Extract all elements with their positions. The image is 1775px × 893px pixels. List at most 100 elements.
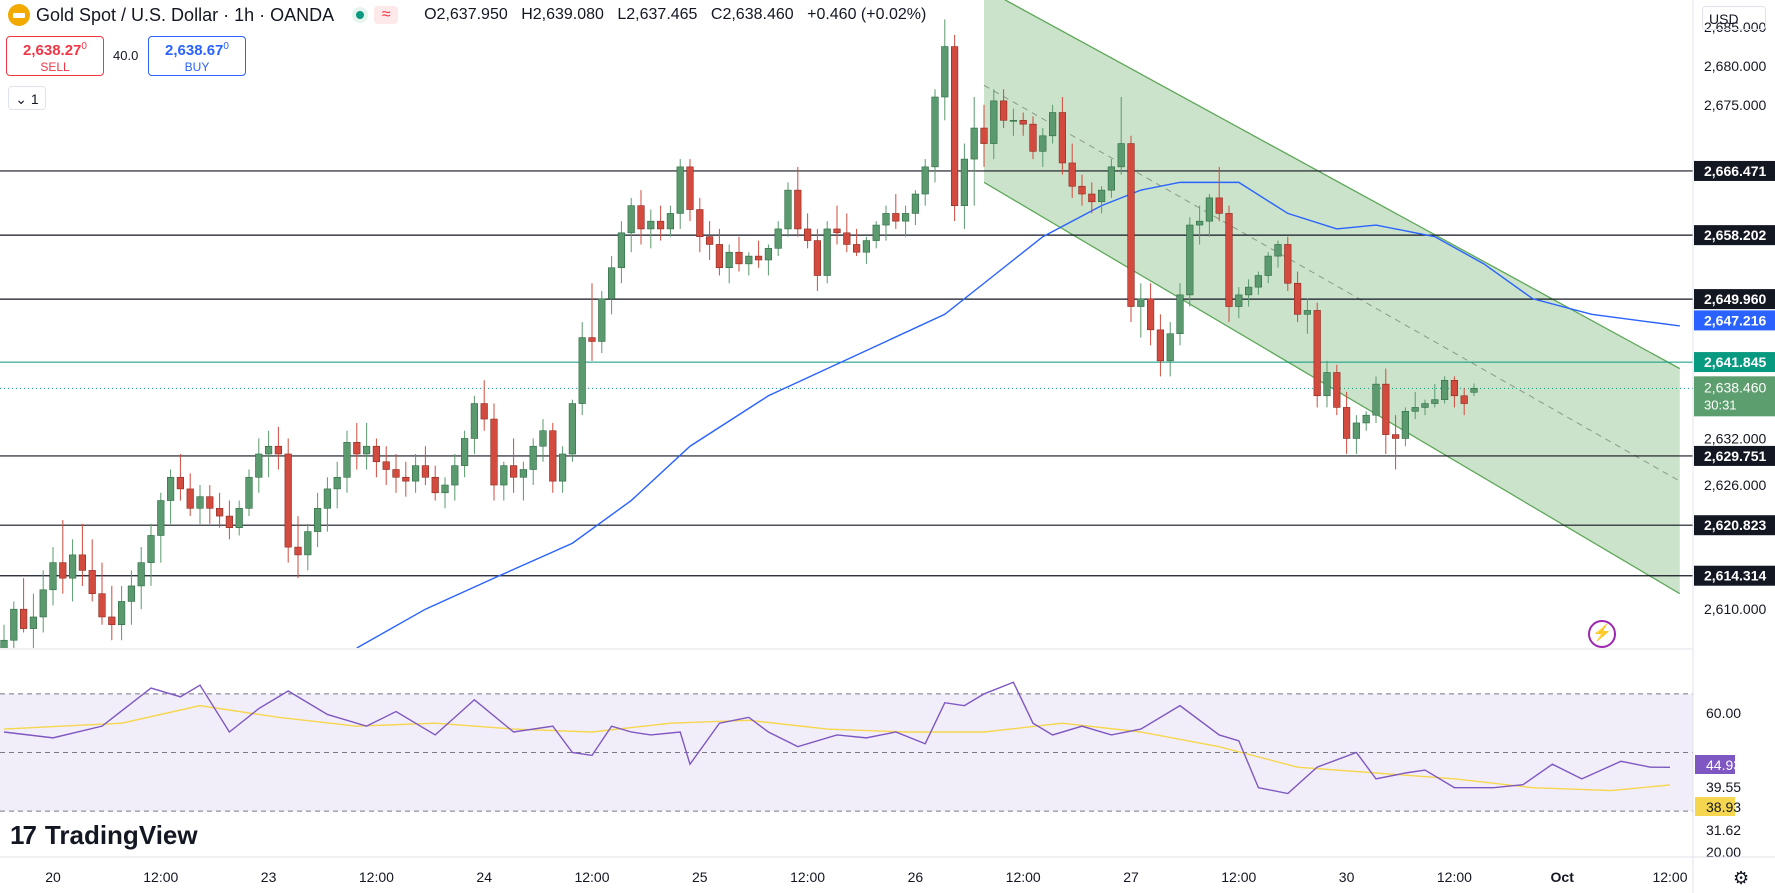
- tradingview-logo[interactable]: 17 TradingView: [10, 820, 198, 851]
- candle-body: [1235, 294, 1243, 307]
- regression-channel: [983, 0, 1681, 595]
- candle-body: [774, 228, 782, 249]
- candle-body: [274, 445, 283, 455]
- time-axis[interactable]: 20 12:00 23 12:00 24 12:00 25 12:00 26 12:00 27 12:…: [0, 856, 1775, 885]
- candle-body: [460, 438, 469, 466]
- candle-body: [411, 465, 420, 482]
- rsi-line: [3, 681, 1671, 795]
- time-tick-label: 12:00: [1437, 869, 1472, 885]
- time-tick-label: 24: [476, 869, 492, 885]
- flash-icon[interactable]: ⚡: [1588, 620, 1616, 648]
- candle-body: [108, 616, 116, 626]
- candle-body: [803, 228, 812, 241]
- candle-body: [588, 337, 596, 342]
- price-tick-label: 2,632.000: [1704, 430, 1766, 446]
- level-r1-tag: [1694, 160, 1775, 181]
- buy-button[interactable]: 2,638.670 BUY: [148, 36, 246, 76]
- candle-body: [1225, 213, 1233, 307]
- candle-body: [950, 46, 959, 206]
- candle-body: [69, 554, 77, 579]
- candle-body: [911, 193, 919, 214]
- time-tick-label: 12:00: [574, 869, 609, 885]
- candle-body: [10, 608, 18, 641]
- candle-body: [539, 430, 547, 447]
- ohlc-readout: O2,637.950 H2,639.080 L2,637.465 C2,638.…: [424, 6, 935, 24]
- market-open-icon[interactable]: [352, 7, 369, 23]
- time-tick-label: 12:00: [359, 869, 394, 885]
- candle-body: [892, 213, 900, 222]
- high-value: H2,639.080: [521, 6, 604, 23]
- candle-body: [1215, 197, 1223, 214]
- settings-gear-icon[interactable]: ⚙: [1733, 868, 1750, 888]
- candle-body: [441, 484, 449, 494]
- countdown-text: 30:31: [1704, 397, 1737, 412]
- candle-body: [157, 500, 165, 536]
- sell-button[interactable]: 2,638.270 SELL: [6, 36, 104, 76]
- currency-selector[interactable]: USD: [1702, 6, 1766, 30]
- candle-body: [294, 546, 302, 556]
- candle-body: [872, 224, 880, 241]
- candle-body: [1049, 112, 1057, 137]
- candle-body: [167, 476, 175, 501]
- buy-price: 2,638.670: [165, 41, 229, 59]
- candle-body: [88, 570, 96, 594]
- wave-icon[interactable]: ≈: [374, 6, 399, 24]
- candle-body: [921, 166, 929, 195]
- candle-body: [1068, 162, 1076, 187]
- candle-body: [794, 189, 802, 230]
- candle-body: [1245, 286, 1253, 296]
- candle-body: [725, 251, 733, 269]
- candle-body: [196, 496, 204, 509]
- candle-body: [941, 46, 949, 98]
- candle-body: [284, 453, 292, 548]
- price-axis[interactable]: 2,610.000 2,626.000 2,632.000 2,675.000 2,68…: [1692, 0, 1775, 893]
- candle-body: [1029, 123, 1037, 152]
- candle-body: [1117, 143, 1125, 168]
- moving-average: [356, 181, 1680, 648]
- time-tick-label: 12:00: [1006, 869, 1041, 885]
- candle-body: [1421, 403, 1429, 408]
- candle-body: [696, 209, 704, 237]
- candle-body: [558, 453, 567, 482]
- candle-body: [529, 445, 537, 470]
- candle-body: [735, 251, 743, 265]
- candle-body: [970, 127, 978, 160]
- change-value: +0.460 (+0.02%): [807, 6, 927, 23]
- candle-body: [617, 232, 625, 269]
- candle-body: [362, 445, 371, 455]
- candle-body: [1098, 189, 1106, 203]
- candle-body: [784, 189, 792, 230]
- candle-body: [382, 461, 390, 470]
- buy-label: BUY: [184, 60, 210, 74]
- candle-body: [29, 616, 38, 629]
- level-s1-tag-text: 2,629.751: [1704, 448, 1766, 464]
- candle-body: [676, 166, 684, 214]
- candle-body: [960, 158, 968, 206]
- candles[interactable]: [0, 19, 1478, 686]
- candle-body: [245, 476, 253, 509]
- candle-body: [431, 476, 439, 494]
- sell-label: SELL: [40, 60, 70, 74]
- time-tick-label: 30: [1339, 869, 1355, 885]
- candle-body: [176, 476, 185, 490]
- candle-body: [607, 267, 616, 300]
- quantity-dropdown[interactable]: ⌄ 1: [8, 86, 46, 110]
- candle-body: [1274, 244, 1282, 257]
- level-s2-tag: [1694, 515, 1775, 536]
- candle-body: [813, 240, 821, 276]
- rsi-axis-label: 44.93: [1706, 757, 1741, 773]
- candle-body: [333, 476, 341, 490]
- open-value: O2,637.950: [424, 6, 508, 23]
- candle-body: [500, 465, 508, 486]
- candle-body: [1411, 407, 1419, 412]
- candle-body: [764, 248, 772, 261]
- candle-body: [1392, 434, 1400, 439]
- level-s2-tag-text: 2,620.823: [1704, 517, 1766, 533]
- time-tick-label: 23: [261, 869, 277, 885]
- candle-body: [304, 531, 312, 556]
- channel-upper-line: [1003, 0, 1681, 370]
- symbol-title[interactable]: Gold Spot / U.S. Dollar · 1h · OANDA: [36, 4, 335, 25]
- level-r2-tag-text: 2,658.202: [1704, 227, 1766, 243]
- candle-body: [1284, 244, 1292, 284]
